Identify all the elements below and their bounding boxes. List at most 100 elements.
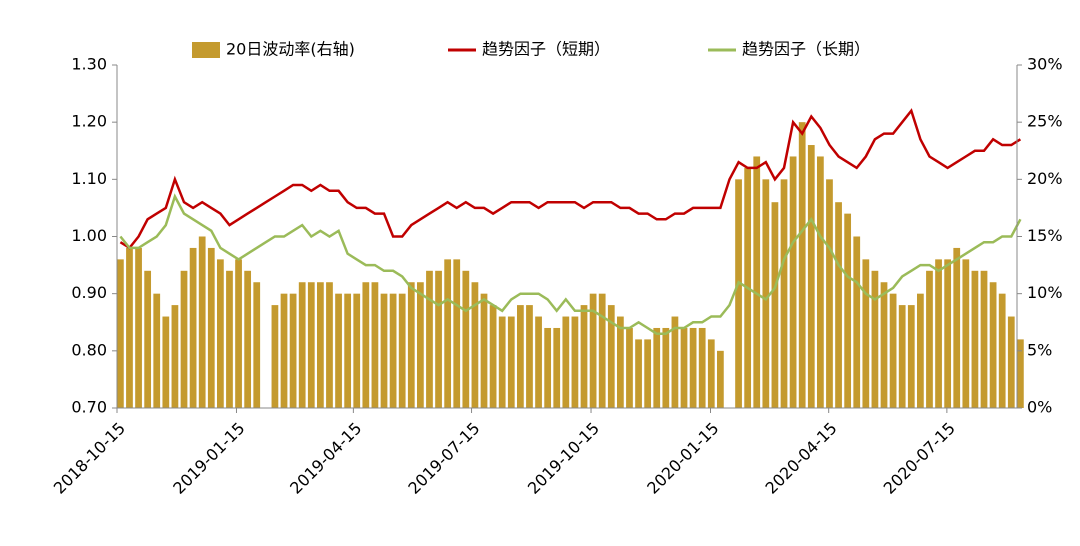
- bar: [489, 305, 497, 408]
- y2-tick-label: 20%: [1027, 169, 1063, 188]
- bar: [907, 305, 915, 408]
- bar: [553, 327, 561, 408]
- bar: [180, 270, 188, 408]
- bar: [326, 282, 333, 408]
- bar: [644, 339, 652, 408]
- bar: [580, 305, 588, 408]
- y2-tick-label: 25%: [1027, 112, 1063, 131]
- x-tick-label: 2018-10-15: [50, 419, 129, 498]
- y2-tick-label: 5%: [1027, 340, 1052, 359]
- bar: [162, 316, 170, 408]
- bar: [526, 305, 533, 408]
- bar: [189, 247, 197, 408]
- x-tick-label: 2019-04-15: [286, 419, 365, 498]
- bar: [971, 270, 979, 408]
- bar: [1007, 316, 1015, 408]
- x-tick-label: 2019-07-15: [404, 419, 483, 498]
- y-tick-label: 1.20: [71, 112, 107, 131]
- bar: [235, 259, 242, 408]
- bar: [335, 293, 342, 408]
- bar: [435, 270, 442, 408]
- bar: [717, 350, 724, 408]
- bar: [117, 259, 124, 408]
- bar: [962, 259, 970, 408]
- bar: [317, 282, 324, 408]
- bar: [253, 282, 261, 408]
- bar: [462, 270, 470, 408]
- x-tick-label: 2020-01-15: [643, 419, 722, 498]
- bar: [344, 293, 352, 408]
- x-tick-label: 2019-10-15: [524, 419, 603, 498]
- legend-swatch: [192, 42, 220, 58]
- line: [119, 193, 1022, 335]
- bar: [198, 236, 206, 408]
- bar: [826, 179, 833, 408]
- bar: [307, 282, 315, 408]
- bar: [280, 293, 288, 408]
- bar: [244, 270, 252, 408]
- bar: [380, 293, 388, 408]
- bar: [544, 327, 552, 408]
- y-tick-label: 1.30: [71, 55, 107, 74]
- bar: [626, 327, 633, 408]
- bar: [207, 247, 215, 408]
- bar: [980, 270, 988, 408]
- x-tick-label: 2019-01-15: [169, 419, 248, 498]
- bar: [153, 293, 161, 408]
- bar: [362, 282, 370, 408]
- legend-label: 趋势因子（长期）: [742, 40, 870, 59]
- bar: [680, 327, 688, 408]
- bar: [453, 259, 461, 408]
- bar: [853, 236, 861, 408]
- bar: [371, 282, 379, 408]
- bar: [171, 305, 179, 408]
- bar: [217, 259, 224, 408]
- bar: [926, 270, 933, 408]
- bar: [589, 293, 597, 408]
- y-tick-label: 1.00: [71, 226, 107, 245]
- x-tick-label: 2020-07-15: [880, 419, 959, 498]
- bar: [753, 156, 761, 408]
- bar: [917, 293, 924, 408]
- bar: [535, 316, 542, 408]
- bar: [880, 282, 888, 408]
- y2-tick-label: 0%: [1027, 398, 1052, 417]
- bar: [944, 259, 952, 408]
- bar: [689, 327, 697, 408]
- bar: [417, 282, 424, 408]
- bar: [780, 179, 788, 408]
- y-tick-label: 0.80: [71, 340, 107, 359]
- bar: [389, 293, 397, 408]
- y2-tick-label: 10%: [1027, 283, 1063, 302]
- bar: [471, 282, 479, 408]
- bar: [807, 145, 815, 409]
- y-tick-label: 0.90: [71, 283, 107, 302]
- bar: [226, 270, 233, 408]
- bar: [835, 202, 842, 408]
- bar: [562, 316, 570, 408]
- bar: [935, 259, 942, 408]
- bar: [517, 305, 524, 408]
- bar: [444, 259, 452, 408]
- bar: [507, 316, 515, 408]
- bar: [135, 247, 142, 408]
- bar: [953, 247, 961, 408]
- bar: [144, 270, 152, 408]
- bar: [698, 327, 706, 408]
- bar: [426, 270, 433, 408]
- bar: [289, 293, 297, 408]
- legend-label: 20日波动率(右轴): [226, 40, 355, 59]
- bar: [353, 293, 361, 408]
- x-tick-label: 2020-04-15: [762, 419, 841, 498]
- bar: [898, 305, 906, 408]
- bar: [571, 316, 579, 408]
- bar: [817, 156, 824, 408]
- bar: [662, 327, 670, 408]
- bar: [653, 327, 661, 408]
- bar: [735, 179, 742, 408]
- y-tick-label: 0.70: [71, 398, 107, 417]
- bar: [707, 339, 715, 408]
- bar: [598, 293, 606, 408]
- bar: [671, 316, 679, 408]
